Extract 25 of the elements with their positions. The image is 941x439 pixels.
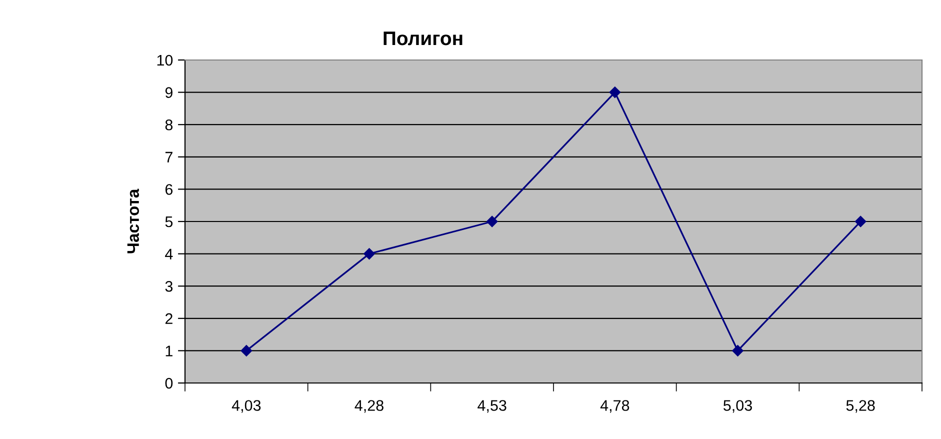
y-tick-label: 5 [165,216,173,228]
y-tick-label: 3 [165,280,173,292]
y-tick-label: 8 [165,119,173,130]
y-tick-label: 0 [165,378,173,389]
point [486,216,498,228]
x-tick-label: 5,03 [723,400,752,413]
y-tick-label: 7 [165,152,172,162]
y-tick-label: 9 [165,87,172,98]
y-axis-title: Частота [127,188,140,254]
point [364,248,375,260]
y-tick-label: 1 [166,346,172,356]
x-tick-label: 5,28 [846,400,875,413]
chart-title: Полигон [384,32,462,46]
x-tick-label: 4,28 [354,400,384,413]
y-tick-label: 4 [165,248,173,260]
point [732,345,744,356]
x-tick-label: 4,03 [232,400,261,413]
point [240,345,252,356]
point [609,86,621,98]
x-tick-label: 4,53 [478,400,506,413]
x-tick-label: 4,78 [600,400,630,413]
y-tick-label: 10 [157,54,173,66]
y-tick-label: 2 [165,313,172,324]
y-tick-label: 6 [165,184,173,195]
point [854,216,866,228]
